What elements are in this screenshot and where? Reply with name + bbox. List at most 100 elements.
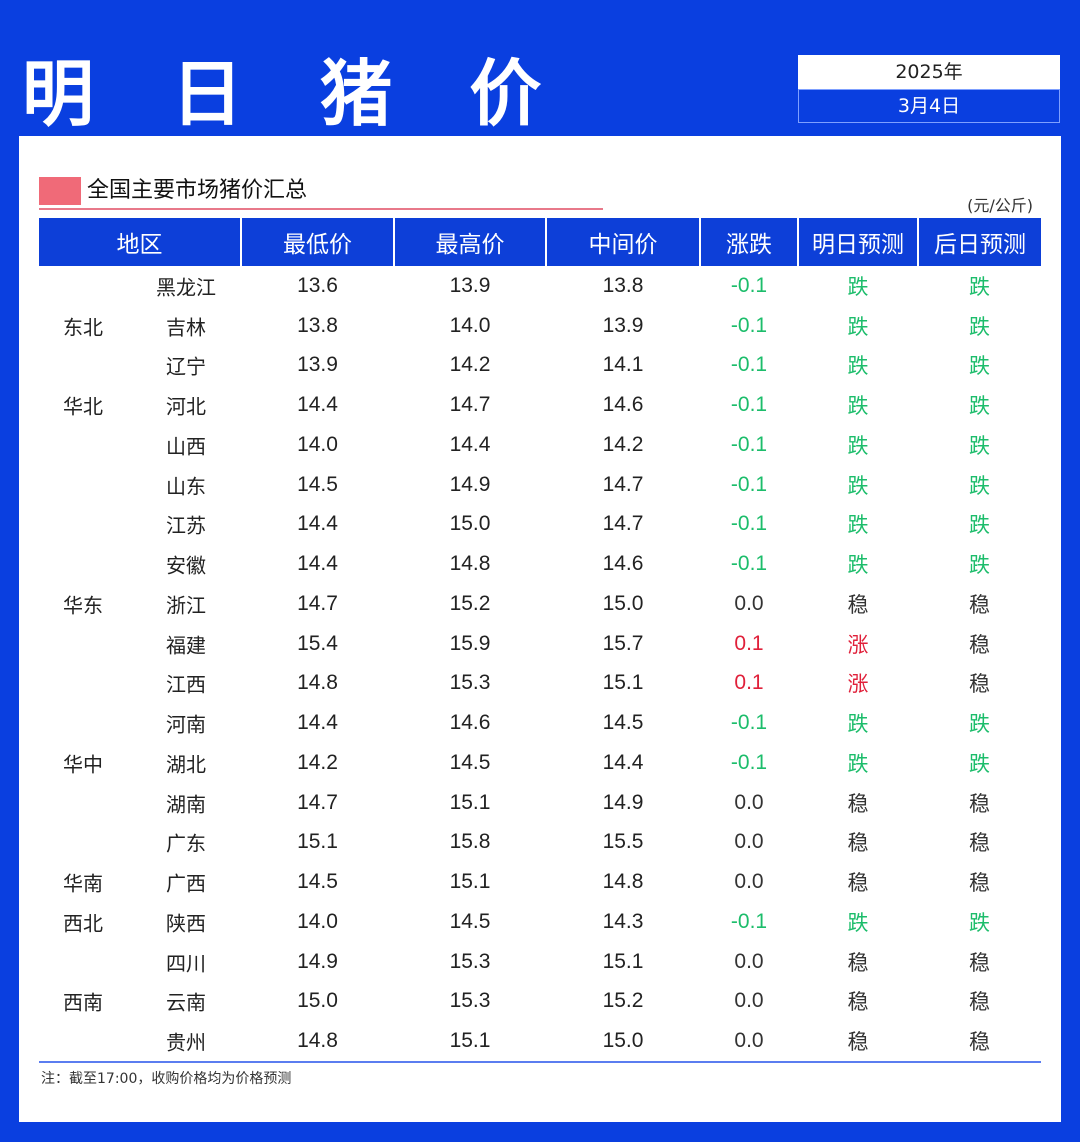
high-price-cell: 15.8: [449, 830, 491, 854]
price-table: 地区 最低价 最高价 中间价 涨跌 明日预测 后日预测 黑龙江 13.6 13.9 1…: [39, 218, 1041, 1061]
region-label: 西北: [63, 911, 103, 936]
region-cell: 江西: [39, 664, 241, 704]
change-cell: -0.1: [730, 273, 768, 297]
change-cell: 0.0: [734, 870, 764, 894]
province-label: 辽宁: [166, 354, 206, 379]
high-price-cell: 14.2: [449, 353, 491, 377]
low-price-cell: 14.0: [297, 909, 338, 933]
high-price-cell: 15.1: [449, 870, 491, 894]
region-cell: 江苏: [39, 505, 241, 545]
change-cell: 0.0: [734, 989, 764, 1013]
table-row: 山西 14.0 14.4 14.2 -0.1 跌 跌: [39, 425, 1041, 465]
change-cell: 0.0: [734, 830, 764, 854]
mid-price-cell: 14.5: [602, 711, 644, 735]
section-underline: [39, 208, 603, 210]
mid-price-cell: 15.1: [602, 671, 644, 695]
table-row: 辽宁 13.9 14.2 14.1 -0.1 跌 跌: [39, 346, 1041, 386]
low-price-cell: 13.6: [297, 273, 338, 297]
mid-price-cell: 13.9: [602, 313, 644, 337]
mid-price-cell: 13.8: [602, 273, 644, 297]
tomorrow-forecast-cell: 跌: [847, 712, 869, 737]
region-cell: 福建: [39, 624, 241, 664]
high-price-cell: 15.3: [449, 671, 491, 695]
mid-price-cell: 15.2: [602, 989, 644, 1013]
table-row: 江西 14.8 15.3 15.1 0.1 涨 稳: [39, 664, 1041, 704]
table-body: 黑龙江 13.6 13.9 13.8 -0.1 跌跌东北 吉林 13.8 14.0 13.9 -0.…: [39, 266, 1041, 1061]
change-cell: -0.1: [730, 711, 768, 735]
low-price-cell: 14.8: [297, 1029, 338, 1053]
day-after-forecast-cell: 跌: [969, 553, 990, 578]
low-price-cell: 14.9: [297, 949, 338, 973]
table-row: 广东 15.1 15.8 15.5 0.0 稳 稳: [39, 823, 1041, 863]
table-row: 福建 15.4 15.9 15.7 0.1 涨 稳: [39, 624, 1041, 664]
province-label: 山东: [166, 474, 206, 499]
low-price-cell: 15.1: [297, 830, 338, 854]
high-price-cell: 14.6: [449, 711, 491, 735]
high-price-cell: 15.1: [449, 790, 491, 814]
low-price-cell: 13.8: [297, 313, 338, 337]
province-label: 陕西: [166, 911, 206, 936]
col-header-low: 最低价: [241, 218, 395, 266]
mid-price-cell: 14.7: [602, 472, 644, 496]
mid-price-cell: 14.3: [602, 909, 644, 933]
table-row: 华东 浙江 14.7 15.2 15.0 0.0 稳 稳: [39, 584, 1041, 624]
tomorrow-forecast-cell: 稳: [847, 990, 869, 1015]
province-label: 湖南: [166, 792, 206, 817]
region-cell: 西北 陕西: [39, 902, 241, 942]
change-cell: -0.1: [730, 393, 768, 417]
mid-price-cell: 15.5: [602, 830, 644, 854]
mid-price-cell: 14.2: [602, 432, 644, 456]
high-price-cell: 15.9: [449, 631, 491, 655]
high-price-cell: 14.9: [449, 472, 491, 496]
province-label: 贵州: [166, 1030, 206, 1055]
tomorrow-forecast-cell: 稳: [847, 950, 869, 975]
low-price-cell: 14.5: [297, 870, 338, 894]
table-row: 东北 吉林 13.8 14.0 13.9 -0.1 跌 跌: [39, 306, 1041, 346]
tomorrow-forecast-cell: 跌: [847, 274, 869, 299]
region-label: 西南: [63, 990, 103, 1015]
province-label: 浙江: [166, 593, 206, 618]
col-header-change: 涨跌: [700, 218, 799, 266]
change-cell: -0.1: [730, 432, 768, 456]
mid-price-cell: 14.7: [602, 512, 644, 536]
mid-price-cell: 15.1: [602, 949, 644, 973]
province-label: 福建: [166, 633, 206, 658]
table-row: 江苏 14.4 15.0 14.7 -0.1 跌 跌: [39, 505, 1041, 545]
day-after-forecast-cell: 跌: [969, 314, 990, 339]
tomorrow-forecast-cell: 跌: [847, 354, 869, 379]
mid-price-cell: 15.0: [602, 1029, 644, 1053]
change-cell: -0.1: [730, 472, 768, 496]
day-after-forecast-cell: 稳: [969, 871, 990, 896]
high-price-cell: 14.0: [449, 313, 491, 337]
footnote: 注：截至17:00，收购价格均为价格预测: [41, 1071, 292, 1087]
region-cell: 广东: [39, 823, 241, 863]
col-header-tomorrow: 明日预测: [798, 218, 919, 266]
day-after-forecast-cell: 跌: [969, 513, 990, 538]
change-cell: 0.0: [734, 949, 764, 973]
mid-price-cell: 14.4: [602, 750, 644, 774]
date-day: 3月4日: [798, 89, 1060, 123]
tomorrow-forecast-cell: 涨: [847, 672, 869, 697]
day-after-forecast-cell: 跌: [969, 473, 990, 498]
high-price-cell: 14.7: [449, 393, 491, 417]
region-label: 东北: [63, 315, 103, 340]
change-cell: 0.1: [734, 631, 764, 655]
table-row: 黑龙江 13.6 13.9 13.8 -0.1 跌 跌: [39, 266, 1041, 306]
low-price-cell: 15.0: [297, 989, 338, 1013]
mid-price-cell: 15.7: [602, 631, 644, 655]
region-cell: 华东 浙江: [39, 584, 241, 624]
region-label: 华南: [63, 871, 103, 896]
province-label: 河南: [166, 712, 206, 737]
low-price-cell: 14.4: [297, 512, 338, 536]
mid-price-cell: 14.9: [602, 790, 644, 814]
high-price-cell: 14.4: [449, 432, 491, 456]
section-marker: [39, 177, 81, 205]
change-cell: -0.1: [730, 313, 768, 337]
mid-price-cell: 14.6: [602, 393, 644, 417]
province-label: 四川: [166, 951, 206, 976]
region-cell: 华南 广西: [39, 862, 241, 902]
day-after-forecast-cell: 跌: [969, 712, 990, 737]
table-row: 华南 广西 14.5 15.1 14.8 0.0 稳 稳: [39, 862, 1041, 902]
tomorrow-forecast-cell: 稳: [847, 592, 869, 617]
region-cell: 河南: [39, 703, 241, 743]
